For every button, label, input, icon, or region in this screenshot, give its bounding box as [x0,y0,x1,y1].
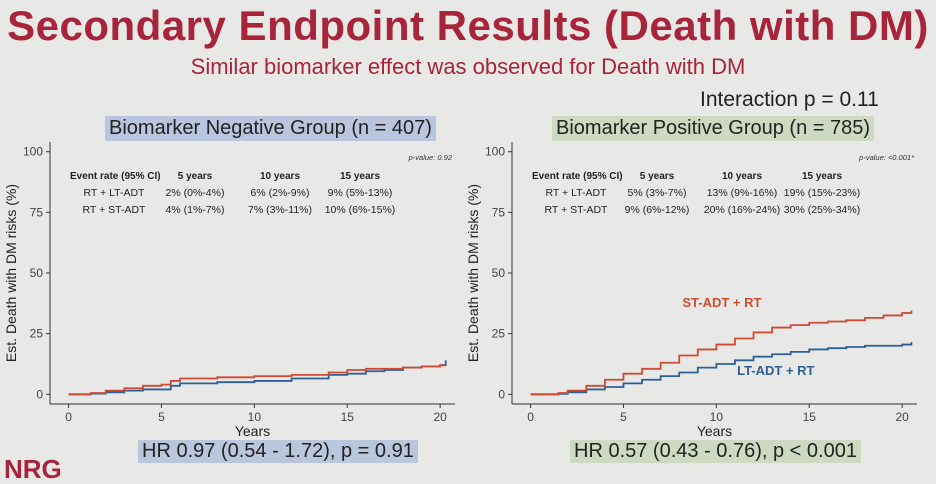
slide-title: Secondary Endpoint Results (Death with D… [7,2,929,49]
x-tick-label: 20 [895,410,909,424]
event-table-header: Event rate (95% CI) [532,171,623,182]
negative-group-label: Biomarker Negative Group (n = 407) [105,116,436,141]
event-table-header: 10 years [260,171,300,182]
y-tick-label: 75 [492,205,506,219]
slide-subtitle: Similar biomarker effect was observed fo… [190,54,746,79]
y-tick-label: 25 [492,327,506,341]
event-table-cell: 4% (1%-7%) [166,204,225,216]
event-table-cell: 7% (3%-11%) [248,204,312,216]
p-value-text: p-value: 0.92 [408,153,453,162]
event-table-header: 15 years [802,171,842,182]
positive-group-hazard-ratio: HR 0.57 (0.43 - 0.76), p < 0.001 [570,440,861,463]
event-table-row-label: RT + LT-ADT [84,187,146,199]
event-table-cell: 9% (6%-12%) [625,204,690,216]
event-table-cell: 19% (15%-23%) [784,187,860,199]
curve-label: ST-ADT + RT [682,295,761,310]
x-axis-title: Years [697,423,732,439]
x-tick-label: 0 [527,410,534,424]
positive-group-chart: 0 25 50 75 100 0 5 10 15 20 Years Est. Death with D… [465,142,917,439]
negative-group-hazard-ratio: HR 0.97 (0.54 - 1.72), p = 0.91 [138,440,418,463]
event-table-cell: 13% (9%-16%) [707,187,778,199]
x-tick-label: 5 [158,410,165,424]
y-tick-label: 75 [30,205,44,219]
event-table-cell: 30% (25%-34%) [784,204,860,216]
x-tick-label: 15 [341,410,355,424]
x-tick-label: 20 [433,410,447,424]
event-table-cell: 20% (16%-24%) [704,204,780,216]
lt-adt-curve [530,342,913,396]
p-value-text: p-value: <0.001* [858,153,915,162]
event-table-header: 15 years [340,171,380,182]
y-tick-label: 50 [30,266,44,280]
nrg-logo: NRG [4,454,62,484]
y-axis-title: Est. Death with DM risks (%) [3,184,19,362]
y-tick-label: 100 [23,145,43,159]
interaction-p-value: Interaction p = 0.11 [700,88,879,111]
y-tick-label: 50 [492,266,506,280]
event-table-row-label: RT + ST-ADT [545,204,609,216]
event-table-cell: 6% (2%-9%) [251,187,310,199]
y-tick-label: 100 [485,145,505,159]
x-tick-label: 10 [710,410,724,424]
y-axis-title: Est. Death with DM risks (%) [465,184,481,362]
curve-label: LT-ADT + RT [737,363,814,378]
event-table-cell: 5% (3%-7%) [628,187,687,199]
event-table-cell: 10% (6%-15%) [325,204,396,216]
event-table-row-label: RT + ST-ADT [83,204,147,216]
y-tick-label: 0 [36,387,43,401]
event-table-header: 10 years [722,171,762,182]
event-table-cell: 9% (5%-13%) [328,187,393,199]
event-table-row-label: RT + LT-ADT [546,187,608,199]
x-tick-label: 10 [248,410,262,424]
y-tick-label: 25 [30,327,44,341]
x-tick-label: 0 [65,410,72,424]
event-table-header: 5 years [640,171,675,182]
y-tick-label: 0 [498,387,505,401]
negative-group-chart: 0 25 50 75 100 0 5 10 15 20 Years Est. Death with D… [3,142,455,439]
event-table-header: 5 years [178,171,213,182]
st-adt-curve [530,310,913,396]
event-table-cell: 2% (0%-4%) [166,187,225,199]
x-axis-title: Years [235,423,270,439]
positive-group-label: Biomarker Positive Group (n = 785) [552,116,875,141]
x-tick-label: 5 [620,410,627,424]
st-adt-curve [68,364,446,396]
x-tick-label: 15 [803,410,817,424]
event-table-header: Event rate (95% CI) [70,171,161,182]
